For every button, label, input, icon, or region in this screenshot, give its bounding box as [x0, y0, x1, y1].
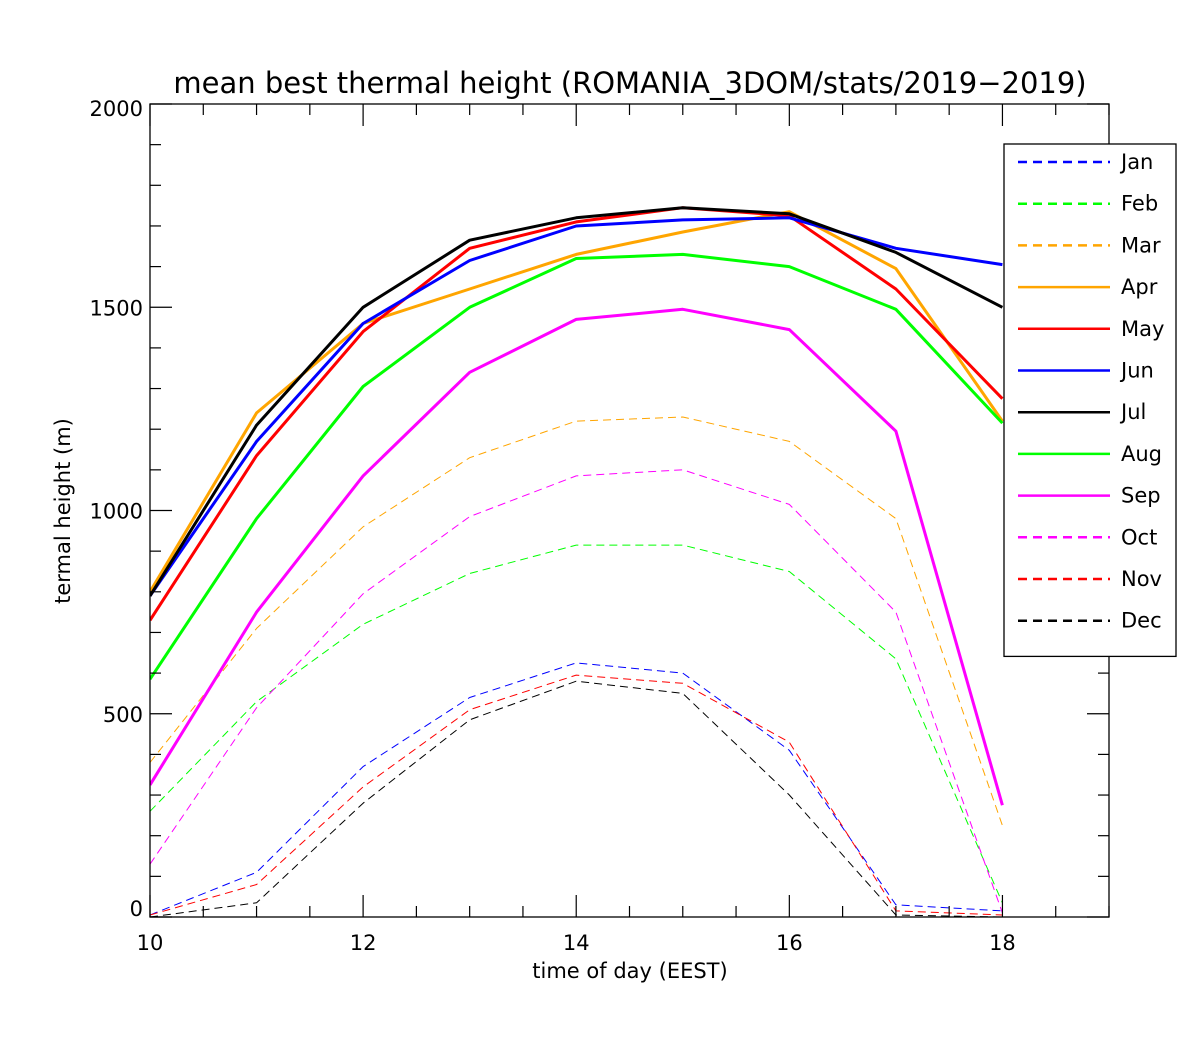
series-line-feb — [150, 544, 1003, 904]
plot-frame — [149, 103, 1110, 918]
x-tick-label: 14 — [563, 931, 590, 955]
legend-label-sep: Sep — [1121, 484, 1161, 508]
series-line-sep — [150, 307, 1004, 806]
legend-label-nov: Nov — [1121, 567, 1162, 591]
y-tick-label: 2000 — [90, 97, 143, 121]
series-line-jul — [150, 206, 1004, 597]
x-tick-label: 12 — [350, 931, 377, 955]
x-axis-label: time of day (EEST) — [532, 959, 727, 983]
legend-label-may: May — [1121, 317, 1164, 341]
x-tick-label: 18 — [989, 931, 1016, 955]
legend-label-aug: Aug — [1121, 442, 1162, 466]
y-tick-label: 1000 — [90, 500, 143, 524]
series-line-nov — [150, 674, 1003, 916]
series-line-mar — [150, 416, 1003, 826]
legend-label-oct: Oct — [1121, 525, 1157, 549]
y-tick-label: 500 — [103, 703, 143, 727]
series-line-apr — [150, 210, 1004, 593]
chart-title: mean best thermal height (ROMANIA_3DOM/s… — [173, 66, 1086, 100]
x-tick-label: 10 — [137, 931, 164, 955]
series-line-dec — [150, 680, 1003, 917]
legend-label-mar: Mar — [1121, 233, 1161, 257]
y-tick-label: 1500 — [90, 296, 143, 320]
legend-label-feb: Feb — [1121, 192, 1158, 216]
legend-label-jun: Jun — [1119, 359, 1154, 383]
series-lines — [150, 206, 1004, 917]
legend-label-jan: Jan — [1119, 150, 1153, 174]
legend-label-dec: Dec — [1121, 609, 1162, 633]
legend-label-apr: Apr — [1121, 275, 1158, 299]
series-line-aug — [150, 252, 1004, 681]
y-tick-label: 0 — [130, 897, 143, 921]
series-line-oct — [150, 469, 1003, 914]
legend-label-jul: Jul — [1119, 400, 1146, 424]
y-axis-label: termal height (m) — [51, 418, 75, 604]
legend-box — [1003, 143, 1177, 658]
x-tick-label: 16 — [776, 931, 803, 955]
plot-area: 10 12 14 16 18 0 500 1000 1500 2000 — [90, 97, 1110, 955]
series-line-may — [150, 206, 1004, 622]
legend: Jan Feb Mar Apr May Jun Jul Aug Sep Oct Nov Dec — [1003, 143, 1177, 658]
